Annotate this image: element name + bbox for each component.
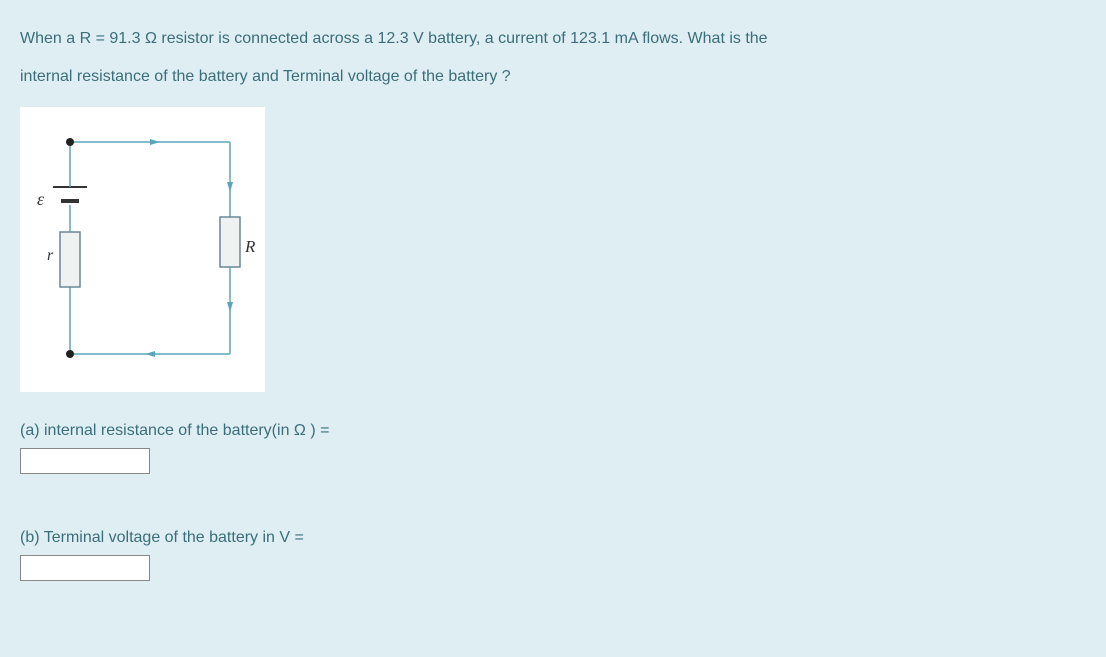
- part-b-input[interactable]: [20, 555, 150, 581]
- part-a-label: (a) internal resistance of the battery(i…: [20, 422, 1086, 440]
- part-a-input[interactable]: [20, 448, 150, 474]
- question-text: When a R = 91.3 Ω resistor is connected …: [20, 20, 1086, 97]
- question-line-2: internal resistance of the battery and T…: [20, 68, 511, 85]
- part-b-label: (b) Terminal voltage of the battery in V…: [20, 529, 1086, 547]
- epsilon-label: ε: [37, 189, 44, 210]
- question-line-1: When a R = 91.3 Ω resistor is connected …: [20, 30, 768, 47]
- load-resistance-label: R: [245, 237, 255, 257]
- circuit-diagram: ε r R: [20, 107, 265, 392]
- part-b: (b) Terminal voltage of the battery in V…: [20, 529, 1086, 581]
- internal-resistance-label: r: [47, 247, 53, 265]
- circuit-svg: [35, 117, 255, 382]
- part-a: (a) internal resistance of the battery(i…: [20, 422, 1086, 474]
